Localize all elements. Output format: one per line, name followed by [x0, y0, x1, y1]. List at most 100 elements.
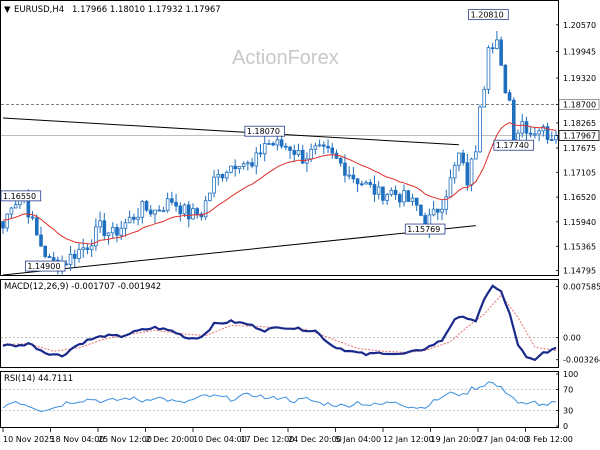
- candle-body: [110, 226, 115, 234]
- candle-body: [233, 165, 237, 170]
- price-tick-label: 1.14795: [563, 267, 596, 276]
- candle-body: [524, 121, 529, 134]
- price-label-box: [24, 260, 66, 272]
- candle-body: [144, 200, 149, 211]
- candle-body: [13, 204, 18, 209]
- candle-body: [288, 146, 292, 151]
- time-tick-label: 2 Dec 20:00: [146, 435, 195, 444]
- candle-body: [478, 106, 482, 153]
- candle-body: [208, 192, 212, 202]
- price-tick-label: 1.16520: [563, 193, 596, 202]
- candle-body: [343, 162, 347, 176]
- time-tick-label: 5 Jan 04:00: [336, 435, 382, 444]
- candle-body: [393, 189, 398, 196]
- price-label-box: [493, 139, 535, 151]
- candle-body: [284, 145, 288, 148]
- time-tick-label: 24 Dec 20:00: [288, 435, 342, 444]
- candle-body: [174, 201, 178, 207]
- candle-body: [136, 216, 140, 220]
- candle-body: [520, 121, 525, 134]
- rsi-tick-label: 30: [563, 406, 573, 415]
- price-axis: 1.20570 1.19945 1.19320 1.18700 1.18265 1.179…: [556, 21, 600, 276]
- rsi-line: [2, 381, 557, 413]
- candle-body: [165, 198, 170, 211]
- time-tick-label: 3 Feb 12:00: [526, 435, 573, 444]
- macd-tick-label: 0.00: [563, 334, 581, 343]
- rsi-tick-label: 100: [563, 370, 578, 379]
- watermark: ActionForex: [232, 47, 339, 69]
- candle-body: [296, 150, 301, 155]
- candle-body: [195, 208, 199, 215]
- price-label: 1.16550: [3, 192, 36, 201]
- candle-body: [431, 208, 436, 216]
- price-annotations: 1.16550 1.14900 1.18070 1.15769 1.20810 1.177…: [0, 9, 535, 272]
- candle-body: [220, 174, 225, 179]
- candle-body: [203, 200, 208, 218]
- candle-body: [170, 198, 174, 203]
- candle-body: [554, 135, 558, 141]
- rsi-panel-frame: [0, 371, 559, 428]
- candle-body: [254, 152, 259, 167]
- price-tick-label: 1.17967: [563, 132, 596, 141]
- candle-body: [541, 126, 546, 132]
- price-label-box: [404, 223, 446, 235]
- candle-body: [330, 147, 335, 154]
- candle-body: [119, 227, 123, 236]
- candle-body: [436, 208, 440, 213]
- candle-body: [419, 204, 423, 216]
- time-tick-label: 27 Jan 04:00: [478, 435, 529, 444]
- candle-body: [338, 157, 343, 164]
- candle-body: [414, 197, 419, 206]
- candle-body: [444, 196, 449, 210]
- candle-body: [402, 190, 406, 203]
- macd-panel-frame: [0, 279, 559, 368]
- candle-body: [271, 143, 275, 146]
- candle-body: [186, 204, 191, 220]
- price-label: 1.18070: [247, 127, 280, 136]
- candle-body: [511, 99, 516, 146]
- candle-body: [1, 221, 5, 229]
- candle-body: [389, 189, 394, 195]
- candle-body: [440, 208, 444, 213]
- candle-body: [490, 47, 495, 50]
- candle-body: [360, 183, 364, 186]
- candle-body: [457, 152, 461, 166]
- candle-body: [148, 209, 153, 215]
- price-label: 1.15769: [407, 225, 440, 234]
- candle-body: [372, 184, 377, 195]
- trendline: [2, 225, 476, 276]
- candle-body: [258, 152, 263, 155]
- price-tick-label: 1.18700: [563, 100, 596, 109]
- candle-body: [85, 247, 90, 251]
- macd-line: [2, 284, 557, 362]
- candle-body: [224, 171, 229, 179]
- candle-body: [533, 133, 537, 136]
- candle-body: [123, 222, 128, 229]
- candle-body: [34, 217, 39, 236]
- candle-body: [94, 226, 98, 247]
- candle-body: [47, 256, 52, 259]
- candle-body: [549, 139, 554, 141]
- price-tick-label: 1.17105: [563, 168, 596, 177]
- candle-body: [39, 234, 43, 247]
- candle-body: [469, 158, 474, 186]
- time-tick-label: 18 Nov 04:00: [51, 435, 105, 444]
- price-label-box: [244, 125, 285, 137]
- candle-body: [98, 220, 102, 228]
- price-tick-label: 1.18265: [563, 119, 596, 128]
- price-label-box: [468, 9, 509, 21]
- candle-body: [229, 165, 233, 173]
- price-tick-label: 1.19945: [563, 47, 596, 56]
- rsi-tick-label: 0: [563, 422, 568, 431]
- candle-body: [326, 145, 330, 149]
- candle-body: [275, 139, 280, 146]
- candle-body: [132, 216, 136, 220]
- candle-body: [43, 245, 48, 257]
- candle-body: [347, 174, 351, 177]
- candle-body: [351, 174, 356, 180]
- candle-body: [89, 245, 94, 251]
- candle-body: [398, 194, 402, 203]
- candle-body: [381, 186, 385, 201]
